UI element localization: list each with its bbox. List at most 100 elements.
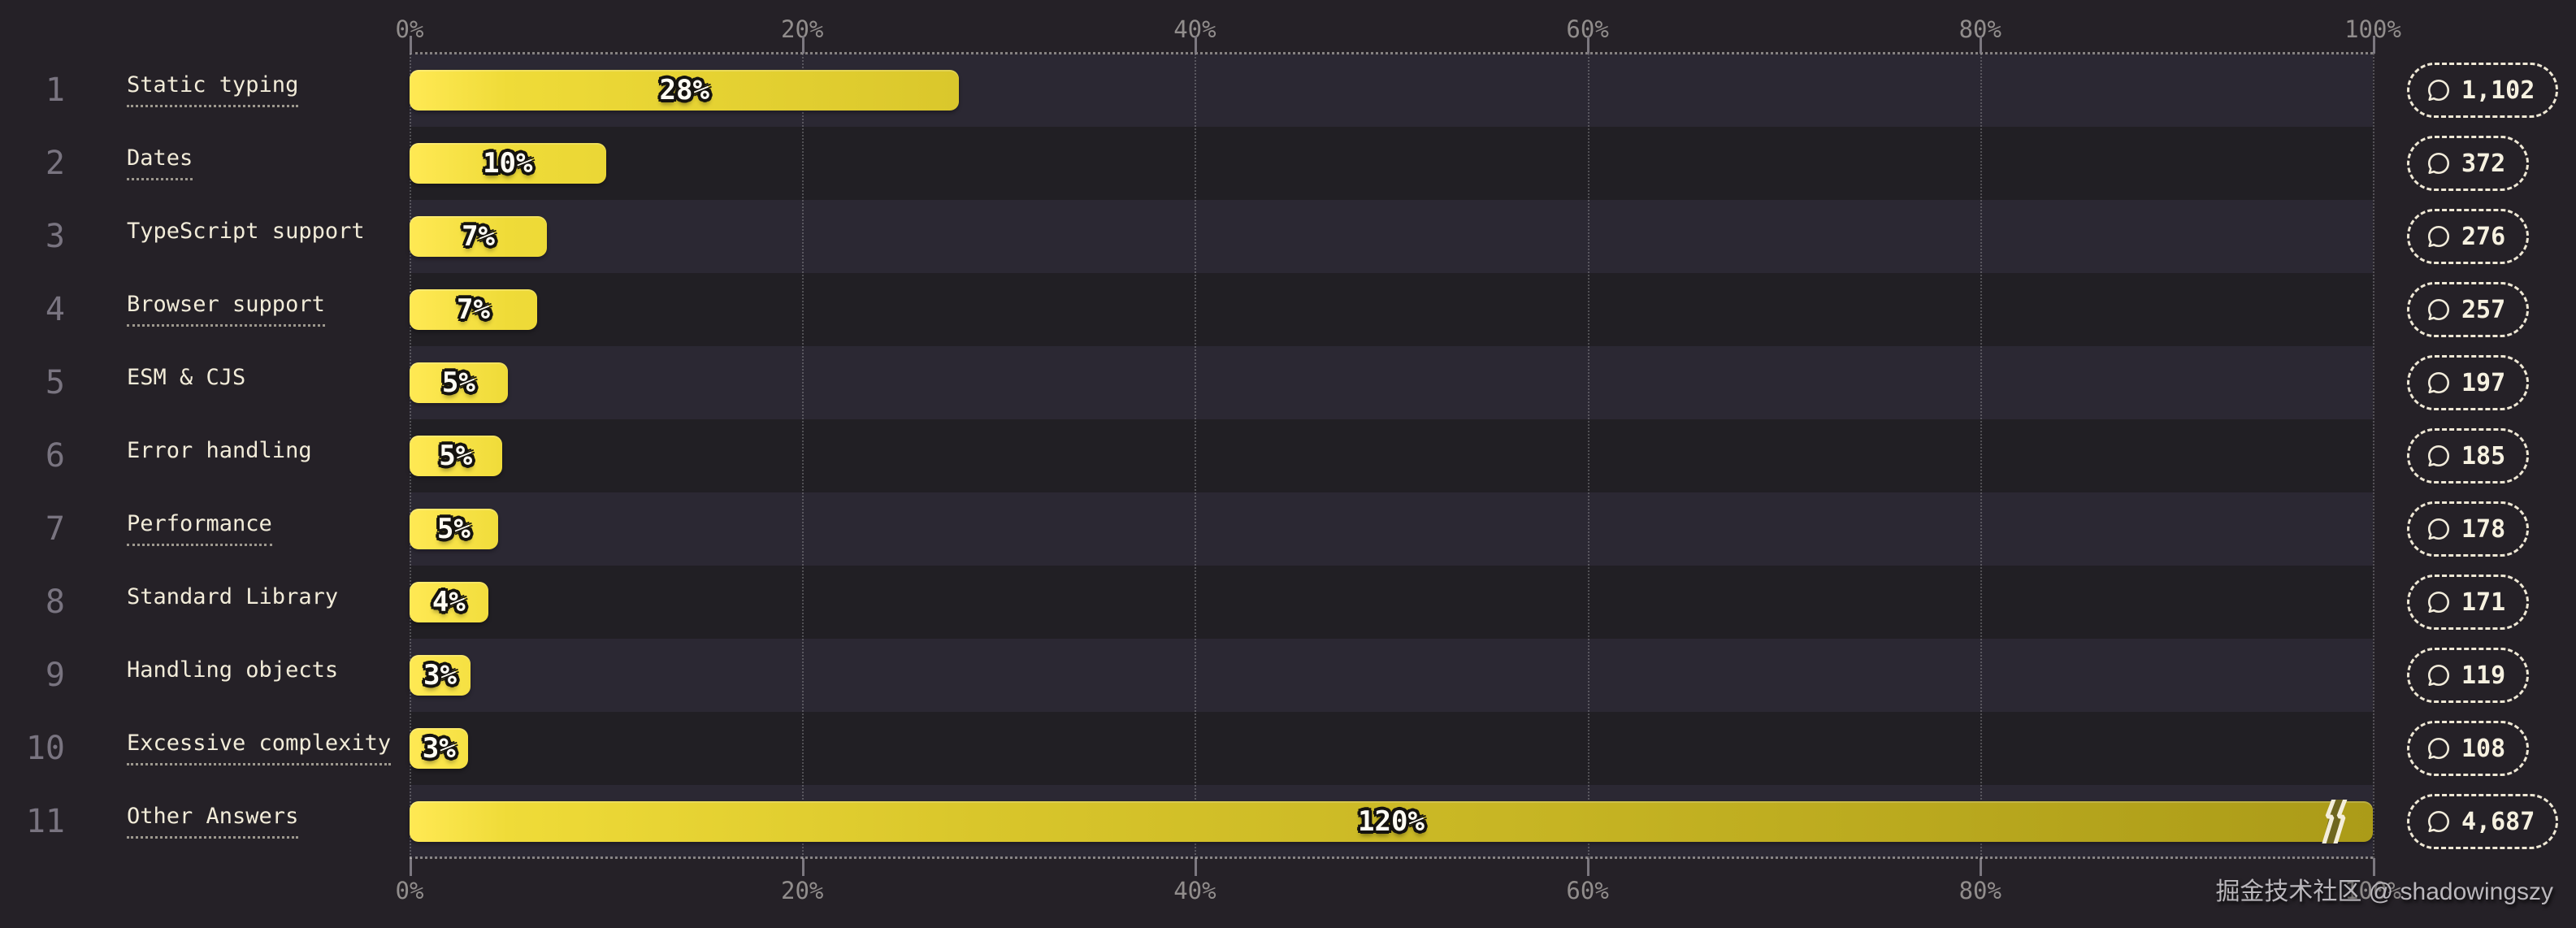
bar[interactable]: 5% (410, 509, 498, 549)
axis-tick-label: 20% (780, 877, 824, 904)
row-rank: 1 (45, 72, 65, 109)
row-plot-area: 4% (410, 566, 2373, 639)
table-row: 10 Excessive complexity 3% 108 (0, 712, 2576, 785)
bar-value-label: 3% (423, 659, 457, 692)
comment-count-badge[interactable]: 257 (2407, 282, 2530, 337)
bar[interactable]: 3% (410, 655, 471, 696)
table-row: 9 Handling objects 3% 119 (0, 639, 2576, 712)
bar[interactable]: 5% (410, 362, 508, 403)
axis-top: 0% 20% 40% 60% 80% 100% (396, 13, 2401, 46)
watermark: 掘金技术社区 @ shadowingszy (2215, 878, 2553, 905)
speech-bubble-icon (2427, 811, 2449, 832)
comment-count-badge[interactable]: 171 (2407, 575, 2530, 630)
row-plot-area: 7% (410, 273, 2373, 346)
comment-count-badge[interactable]: 108 (2407, 721, 2530, 776)
comment-count-badge[interactable]: 4,687 (2407, 794, 2559, 849)
row-plot-area: 3% (410, 639, 2373, 712)
bar[interactable]: 28% (410, 70, 960, 111)
axis-bottom: 0% 20% 40% 60% 80% 100% (396, 874, 2401, 907)
comment-count: 197 (2461, 368, 2506, 397)
bar-value-label: 5% (439, 440, 473, 472)
row-rank: 3 (45, 218, 65, 255)
bar-value-label: 7% (457, 293, 490, 326)
axis-tick-label: 100% (2344, 15, 2401, 43)
row-label-cell: Other Answers (65, 804, 410, 839)
row-label[interactable]: Dates (127, 146, 193, 180)
row-label-cell: Browser support (65, 293, 410, 327)
row-label: ESM & CJS (127, 365, 246, 391)
row-rank: 8 (45, 583, 65, 621)
bar-value-label: 10% (483, 147, 533, 180)
comment-count-badge[interactable]: 1,102 (2407, 63, 2559, 118)
comment-count: 4,687 (2461, 807, 2535, 836)
row-label[interactable]: Performance (127, 512, 272, 546)
row-plot-area: 120% (410, 785, 2373, 858)
row-plot-area: 3% (410, 712, 2373, 785)
speech-bubble-icon (2427, 80, 2449, 101)
chart-rows: 1 Static typing 28% 1,102 2 Dates 10% (0, 54, 2576, 858)
row-label: TypeScript support (127, 219, 365, 245)
axis-tick-label: 60% (1566, 877, 1609, 904)
speech-bubble-icon (2427, 445, 2449, 466)
row-label[interactable]: Excessive complexity (127, 731, 392, 765)
row-label: Error handling (127, 438, 312, 464)
bar[interactable]: 3% (410, 728, 469, 769)
table-row: 6 Error handling 5% 185 (0, 419, 2576, 492)
row-plot-area: 5% (410, 419, 2373, 492)
comment-count: 108 (2461, 734, 2506, 763)
row-rank: 7 (45, 510, 65, 548)
bar[interactable]: 5% (410, 436, 502, 476)
bar-value-label: 7% (462, 220, 496, 253)
axis-tick-label: 40% (1173, 15, 1216, 43)
row-rank: 9 (45, 657, 65, 694)
speech-bubble-icon (2427, 518, 2449, 540)
row-label[interactable]: Static typing (127, 73, 299, 107)
speech-bubble-icon (2427, 153, 2449, 175)
row-label: Handling objects (127, 657, 339, 683)
speech-bubble-icon (2427, 299, 2449, 320)
bar[interactable]: 7% (410, 216, 548, 257)
bar[interactable]: 7% (410, 289, 538, 330)
comment-count: 257 (2461, 295, 2506, 324)
axis-tick-label: 20% (780, 15, 824, 43)
bar-value-label: 28% (659, 74, 709, 106)
axis-tick-label: 0% (395, 877, 424, 904)
row-label[interactable]: Browser support (127, 293, 325, 327)
table-row: 11 Other Answers 120% 4,687 (0, 785, 2576, 858)
table-row: 1 Static typing 28% 1,102 (0, 54, 2576, 127)
axis-tick-label: 0% (395, 15, 424, 43)
row-plot-area: 5% (410, 346, 2373, 419)
comment-count-badge[interactable]: 372 (2407, 136, 2530, 191)
comment-count: 276 (2461, 222, 2506, 251)
row-plot-area: 10% (410, 127, 2373, 200)
row-label[interactable]: Other Answers (127, 804, 299, 839)
comment-count-badge[interactable]: 276 (2407, 209, 2530, 264)
comment-count-badge[interactable]: 197 (2407, 355, 2530, 410)
comment-count-badge[interactable]: 185 (2407, 428, 2530, 484)
comment-count: 372 (2461, 149, 2506, 178)
speech-bubble-icon (2427, 226, 2449, 247)
row-rank: 11 (25, 803, 65, 840)
axis-tick-label: 60% (1566, 15, 1609, 43)
bar[interactable]: 4% (410, 582, 488, 622)
bar[interactable]: 120% (410, 800, 2373, 843)
bar[interactable]: 10% (410, 143, 606, 184)
table-row: 4 Browser support 7% 257 (0, 273, 2576, 346)
speech-bubble-icon (2427, 738, 2449, 759)
axis-tick-label: 80% (1958, 15, 2001, 43)
speech-bubble-icon (2427, 592, 2449, 613)
bar-value-label: 4% (432, 586, 466, 618)
axis-tick-label: 40% (1173, 877, 1216, 904)
row-rank: 6 (45, 437, 65, 475)
speech-bubble-icon (2427, 372, 2449, 393)
row-rank: 4 (45, 291, 65, 328)
comment-count: 1,102 (2461, 76, 2535, 105)
comment-count-badge[interactable]: 178 (2407, 501, 2530, 557)
row-plot-area: 7% (410, 200, 2373, 273)
table-row: 2 Dates 10% 372 (0, 127, 2576, 200)
comment-count-badge[interactable]: 119 (2407, 648, 2530, 703)
axis-tick-label: 100% (2344, 877, 2401, 904)
row-label-cell: Handling objects (65, 658, 410, 692)
table-row: 5 ESM & CJS 5% 197 (0, 346, 2576, 419)
